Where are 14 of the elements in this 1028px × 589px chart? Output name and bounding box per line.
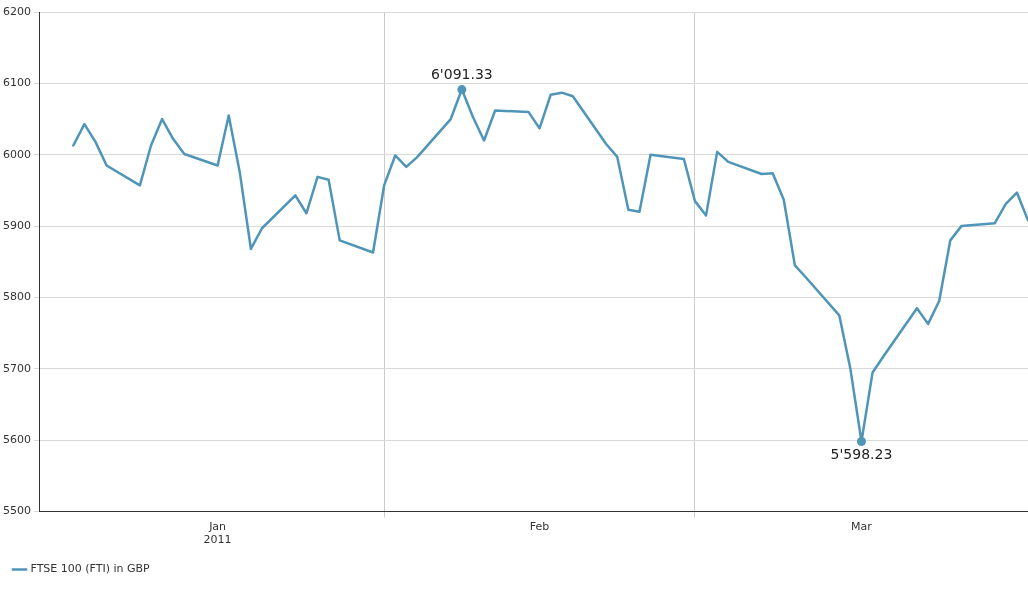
legend-label: FTSE 100 (FTI) in GBP (30, 562, 151, 576)
y-tick-label: 5600 (2, 433, 31, 447)
y-tick-label: 5800 (2, 290, 31, 304)
y-tick-label: 6000 (2, 147, 31, 161)
y-tick-label: 5900 (2, 218, 31, 232)
annotation: 5'598.23 (830, 446, 893, 463)
x-tick-label: Jan 2011 (203, 520, 232, 547)
y-tick-label: 6200 (2, 4, 31, 18)
y-tick-label: 5700 (2, 361, 31, 375)
annotation: 6'091.33 (430, 66, 493, 83)
y-tick-label: 6100 (2, 76, 31, 90)
y-tick-label: 5500 (2, 504, 31, 518)
x-tick-label: Mar (851, 520, 873, 534)
x-tick-label: Feb (529, 520, 550, 534)
